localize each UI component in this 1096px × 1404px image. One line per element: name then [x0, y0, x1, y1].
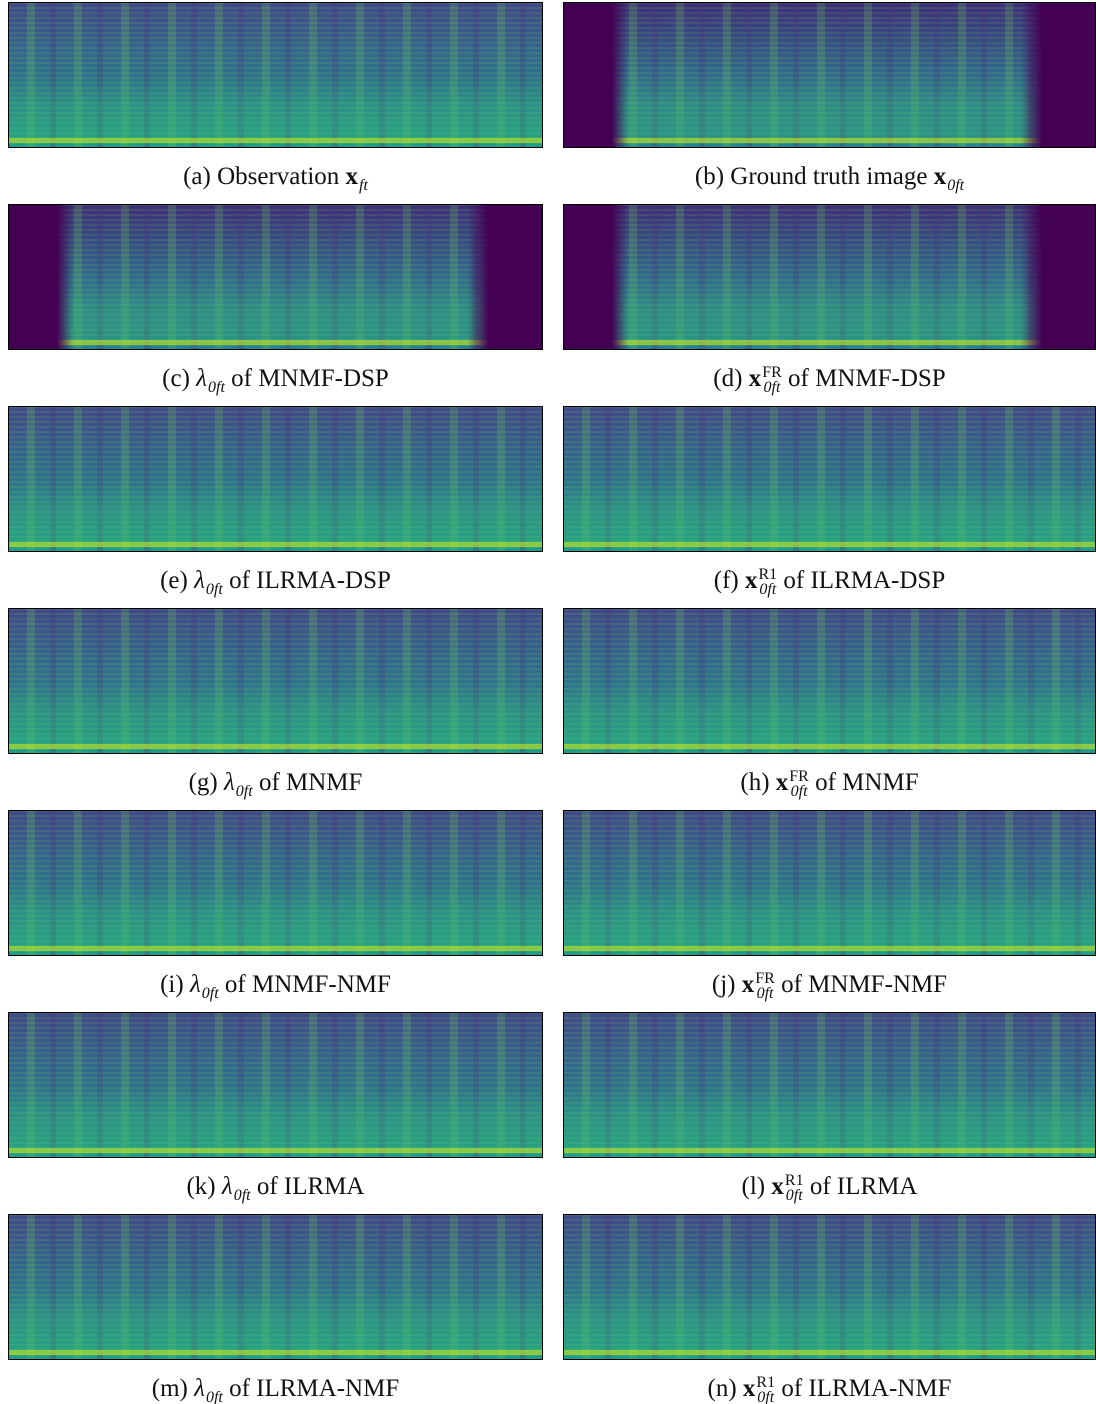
caption: (f) x R1 0ft of ILRMA-DSP — [563, 566, 1096, 599]
caption-text: of ILRMA — [250, 1173, 365, 1200]
caption: (m) λ0ft of ILRMA-NMF — [8, 1374, 543, 1404]
caption: (n) x R1 0ft of ILRMA-NMF — [563, 1374, 1096, 1404]
math-symbol: x — [748, 365, 762, 392]
superscript: FR — [762, 364, 782, 382]
subscript: 0ft — [785, 1187, 803, 1205]
script-stack: FR 0ft — [789, 768, 809, 801]
caption-text: (e) — [160, 567, 195, 594]
math-symbol: λ — [196, 365, 207, 392]
caption-text: (k) — [186, 1173, 222, 1200]
caption: (j) x FR 0ft of MNMF-NMF — [563, 970, 1096, 1003]
spectrogram — [8, 608, 543, 754]
script-stack: FR 0ft — [762, 364, 782, 397]
superscript: FR — [755, 970, 775, 988]
caption-text: (j) — [711, 971, 742, 998]
subscript: 0ft — [947, 177, 965, 194]
caption-text: (i) — [160, 971, 190, 998]
superscript: R1 — [758, 566, 778, 584]
subscript: 0ft — [205, 1389, 223, 1404]
spectrogram — [8, 1012, 543, 1158]
caption: (d) x FR 0ft of MNMF-DSP — [563, 364, 1096, 397]
subscript: ft — [359, 177, 368, 194]
math-symbol: λ — [194, 567, 205, 594]
spectrogram — [563, 1214, 1096, 1360]
math-symbol: λ — [221, 1173, 233, 1200]
subscript: 0ft — [235, 783, 253, 800]
superscript: R1 — [784, 1172, 804, 1190]
caption-text: (n) — [707, 1375, 743, 1402]
caption-text: (f) — [713, 567, 745, 594]
math-symbol: x — [345, 163, 359, 190]
spectrogram — [563, 406, 1096, 552]
spectrogram — [563, 204, 1096, 350]
caption-text: of ILRMA-NMF — [222, 1375, 400, 1402]
caption: (g) λ0ft of MNMF — [8, 768, 543, 807]
caption: (b) Ground truth image x0ft — [563, 162, 1096, 201]
math-symbol: x — [744, 567, 758, 594]
caption-text: (c) — [162, 365, 197, 392]
caption-text: (b) Ground truth image — [694, 163, 934, 190]
spectrogram — [8, 810, 543, 956]
caption-text: of MNMF-DSP — [781, 365, 946, 392]
spectrogram — [8, 406, 543, 552]
caption-text: (a) Observation — [183, 163, 346, 190]
subscript: 0ft — [759, 581, 777, 599]
subscript: 0ft — [757, 1389, 775, 1404]
spectrogram — [563, 1012, 1096, 1158]
caption: (k) λ0ft of ILRMA — [8, 1172, 543, 1211]
math-symbol: x — [742, 1375, 756, 1402]
caption-text: of MNMF-DSP — [224, 365, 389, 392]
script-stack: R1 0ft — [756, 1375, 775, 1404]
spectrogram — [8, 1214, 543, 1360]
caption: (i) λ0ft of MNMF-NMF — [8, 970, 543, 1009]
subscript: 0ft — [208, 379, 225, 396]
spectrogram — [563, 810, 1096, 956]
math-symbol: x — [933, 163, 947, 190]
script-stack: R1 0ft — [758, 566, 778, 599]
caption-text: of MNMF — [808, 769, 919, 796]
spectrogram — [563, 2, 1096, 148]
caption-text: (m) — [151, 1375, 195, 1402]
caption-text: of ILRMA-NMF — [775, 1375, 952, 1402]
caption: (a) Observation xft — [8, 162, 543, 201]
caption: (l) x R1 0ft of ILRMA — [563, 1172, 1096, 1205]
subscript: 0ft — [201, 985, 219, 1002]
caption: (h) x FR 0ft of MNMF — [563, 768, 1096, 801]
script-stack: R1 0ft — [784, 1172, 804, 1205]
math-symbol: λ — [223, 769, 235, 796]
superscript: R1 — [756, 1374, 776, 1392]
subscript: 0ft — [790, 783, 808, 801]
caption-text: of ILRMA-DSP — [777, 567, 946, 594]
script-stack: FR 0ft — [755, 970, 775, 1003]
math-symbol: x — [775, 769, 789, 796]
caption: (c) λ0ft of MNMF-DSP — [8, 364, 543, 403]
subscript: 0ft — [205, 581, 223, 598]
spectrogram — [8, 2, 543, 148]
math-symbol: λ — [189, 971, 201, 998]
caption-text: of ILRMA — [803, 1173, 918, 1200]
caption-text: of MNMF-NMF — [774, 971, 948, 998]
caption-text: (g) — [188, 769, 224, 796]
caption-text: (h) — [740, 769, 776, 796]
superscript: FR — [789, 768, 809, 786]
caption-text: of ILRMA-DSP — [222, 567, 391, 594]
math-symbol: x — [771, 1173, 784, 1200]
subscript: 0ft — [756, 985, 774, 1003]
math-symbol: x — [741, 971, 755, 998]
math-symbol: λ — [194, 1375, 205, 1402]
subscript: 0ft — [763, 379, 781, 397]
caption-text: (l) — [741, 1173, 772, 1200]
spectrogram — [8, 204, 543, 350]
caption: (e) λ0ft of ILRMA-DSP — [8, 566, 543, 605]
caption-text: of MNMF — [252, 769, 363, 796]
caption-text: of MNMF-NMF — [218, 971, 391, 998]
subscript: 0ft — [233, 1187, 251, 1204]
spectrogram — [563, 608, 1096, 754]
caption-text: (d) — [713, 365, 749, 392]
